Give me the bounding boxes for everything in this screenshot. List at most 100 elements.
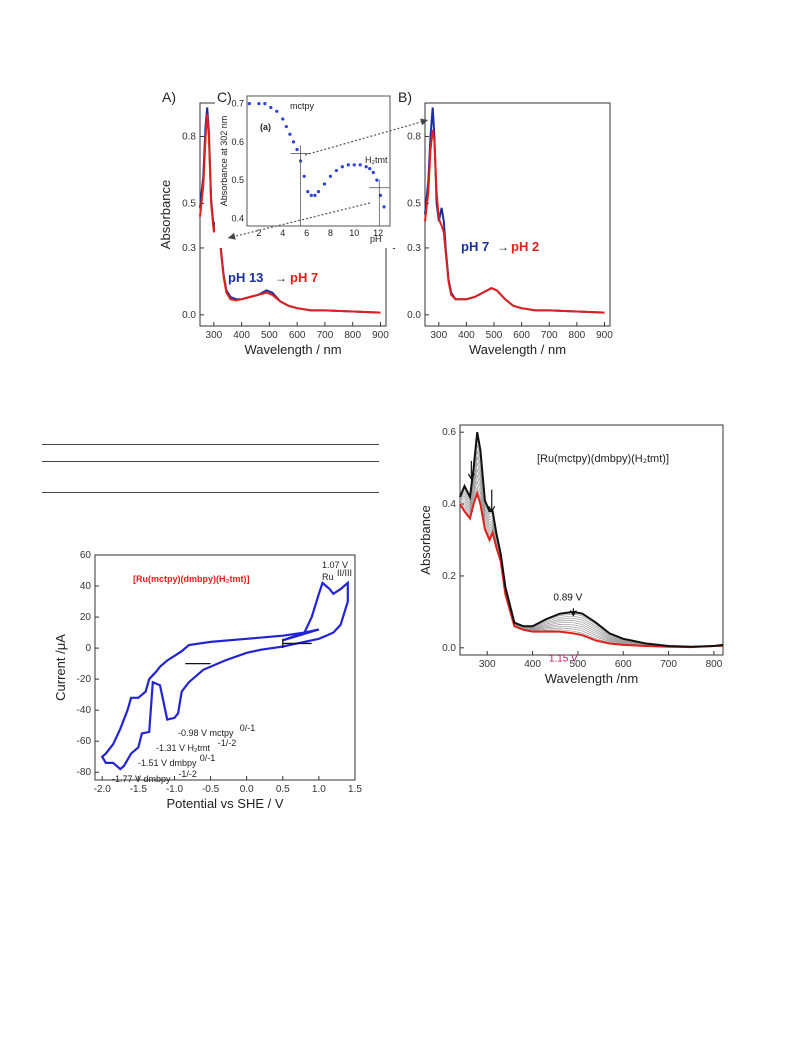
y-tick-label: 20 [80,612,92,623]
inset-label-h2tmt: H₂tmt [365,155,388,165]
cv-trace [100,580,349,771]
x-tick-label: -1.0 [166,784,184,795]
inset-data-point [328,174,333,178]
inset-data-point [364,165,368,169]
se-label-1.15v: 1.15 V [549,653,578,664]
cv-title: [Ru(mctpy)(dmbpy)(H₂tmt)] [133,574,249,584]
inset-data-point [382,205,386,209]
x-tick-label: 600 [289,330,306,341]
inset-label-mctpy: mctpy [290,101,315,111]
y-tick-label: 40 [80,581,92,592]
y-tick-label: 0.6 [442,427,456,438]
inset-background [215,88,395,248]
x-tick-label: -1.5 [130,784,148,795]
inset-data-point [247,102,251,106]
y-tick-label: 0.3 [407,243,421,254]
y-tick-label: 0.4 [442,499,456,510]
plot-frame [94,554,356,781]
plot-frame [459,424,724,656]
x-tick-label: 300 [430,330,447,341]
y-tick-label: 0.5 [407,198,421,209]
x-tick-label: 700 [541,330,558,341]
ph-annotation-to: pH 7 [290,270,318,285]
x-tick-label: 800 [344,330,361,341]
inset-data-point [352,163,356,167]
inset-frame [246,95,391,227]
inset-y-tick-label: 0.6 [231,137,244,147]
inset-data-point [257,102,261,106]
x-axis-title: Wavelength /nm [545,671,638,686]
se-intermediate-trace [459,485,724,648]
se-change-arrowhead [569,610,577,617]
cv-peak-label: -1.51 V dmbpy [138,758,197,768]
inset-data-point [378,193,383,198]
cv-peak-label-sup: 0/-1 [200,753,216,763]
x-tick-label: -0.5 [202,784,220,795]
x-tick-label: 500 [570,659,587,670]
inset-data-point [269,105,273,110]
x-tick-label: 400 [458,330,475,341]
x-tick-label: 0.0 [240,784,254,795]
inset-data-point [263,102,267,106]
connector-arrow-to-a [227,202,371,240]
inset-data-point [309,193,313,198]
ph-annotation-from: pH 7 [461,239,489,254]
inset-data-point [284,124,288,129]
x-tick-label: 400 [524,659,541,670]
inset-data-point [302,174,306,178]
inset-data-point [340,165,344,169]
y-tick-label: -20 [77,674,92,685]
inset-data-point [313,193,317,198]
cyclic-voltammogram-chart: -2.0 -1.5 -1.0 -0.5 0.0 0.5 1.0 1.5 60 40 20 0 -20 -4… [53,550,362,811]
inset-data-point [375,178,379,182]
connector-arrows [227,118,429,240]
table-rule-top [42,444,379,445]
connector-arrow-to-b [304,118,429,156]
inset-x-tick-label: 10 [349,228,359,238]
inset-x-tick-label: 4 [280,228,285,238]
x-tick-label: 300 [206,330,223,341]
x-tick-label: 900 [372,330,389,341]
inset-data-point [291,140,296,144]
x-tick-label: 400 [233,330,250,341]
ph-annotation-to: pH 2 [511,239,539,254]
panel-label-b: B) [398,89,412,105]
x-tick-label: 500 [486,330,503,341]
y-tick-label: 0.0 [182,310,196,321]
panel-label-a: A) [162,89,176,105]
x-axis-title: Wavelength / nm [244,342,341,357]
inset-x-tick-label: 6 [304,228,309,238]
se-intermediate-trace [459,438,724,648]
inset-data-point [306,189,310,194]
cv-peak-label: -1.77 V dmbpy [112,774,171,784]
uv-vis-chart-a: 300 400 500 600 700 800 900 0.0 0.3 0.5 0.8 Wavelen… [158,89,389,357]
se-intermediate-trace [459,481,724,648]
x-tick-label: 600 [513,330,530,341]
inset-data-point [368,167,372,171]
inset-data-point [371,170,375,175]
inset-data-point [346,163,350,167]
cv-peak-label-sup: II/III [337,568,352,578]
y-tick-label: 0.0 [442,643,456,654]
x-tick-label: 0.5 [276,784,290,795]
spectrum-line-red [199,114,381,314]
panel-label-c: C) [217,89,232,105]
se-intermediate-trace [459,474,724,648]
inset-y-tick-label: 0.5 [231,175,244,185]
y-axis-title: Absorbance [158,180,173,249]
y-tick-label: 0 [85,643,91,654]
x-tick-label: 1.5 [348,784,362,795]
inset-x-tick-label: 2 [256,228,261,238]
x-tick-label: 700 [660,659,677,670]
y-axis-title: Absorbance [418,505,433,574]
ph-annotation-arrow: → [275,271,287,285]
cv-peak-label: -1.31 V H₂tmt [156,743,211,753]
cv-peak-label-sup: -1/-2 [178,769,197,779]
table-rule-bottom [42,492,379,493]
se-trace-1.15v [459,489,724,649]
y-tick-label: 0.0 [407,310,421,321]
cv-peak-label-sub: Ru [322,572,334,582]
se-change-arrowhead [488,505,496,513]
y-tick-label: 0.8 [182,131,196,142]
inset-data-point [295,147,299,152]
